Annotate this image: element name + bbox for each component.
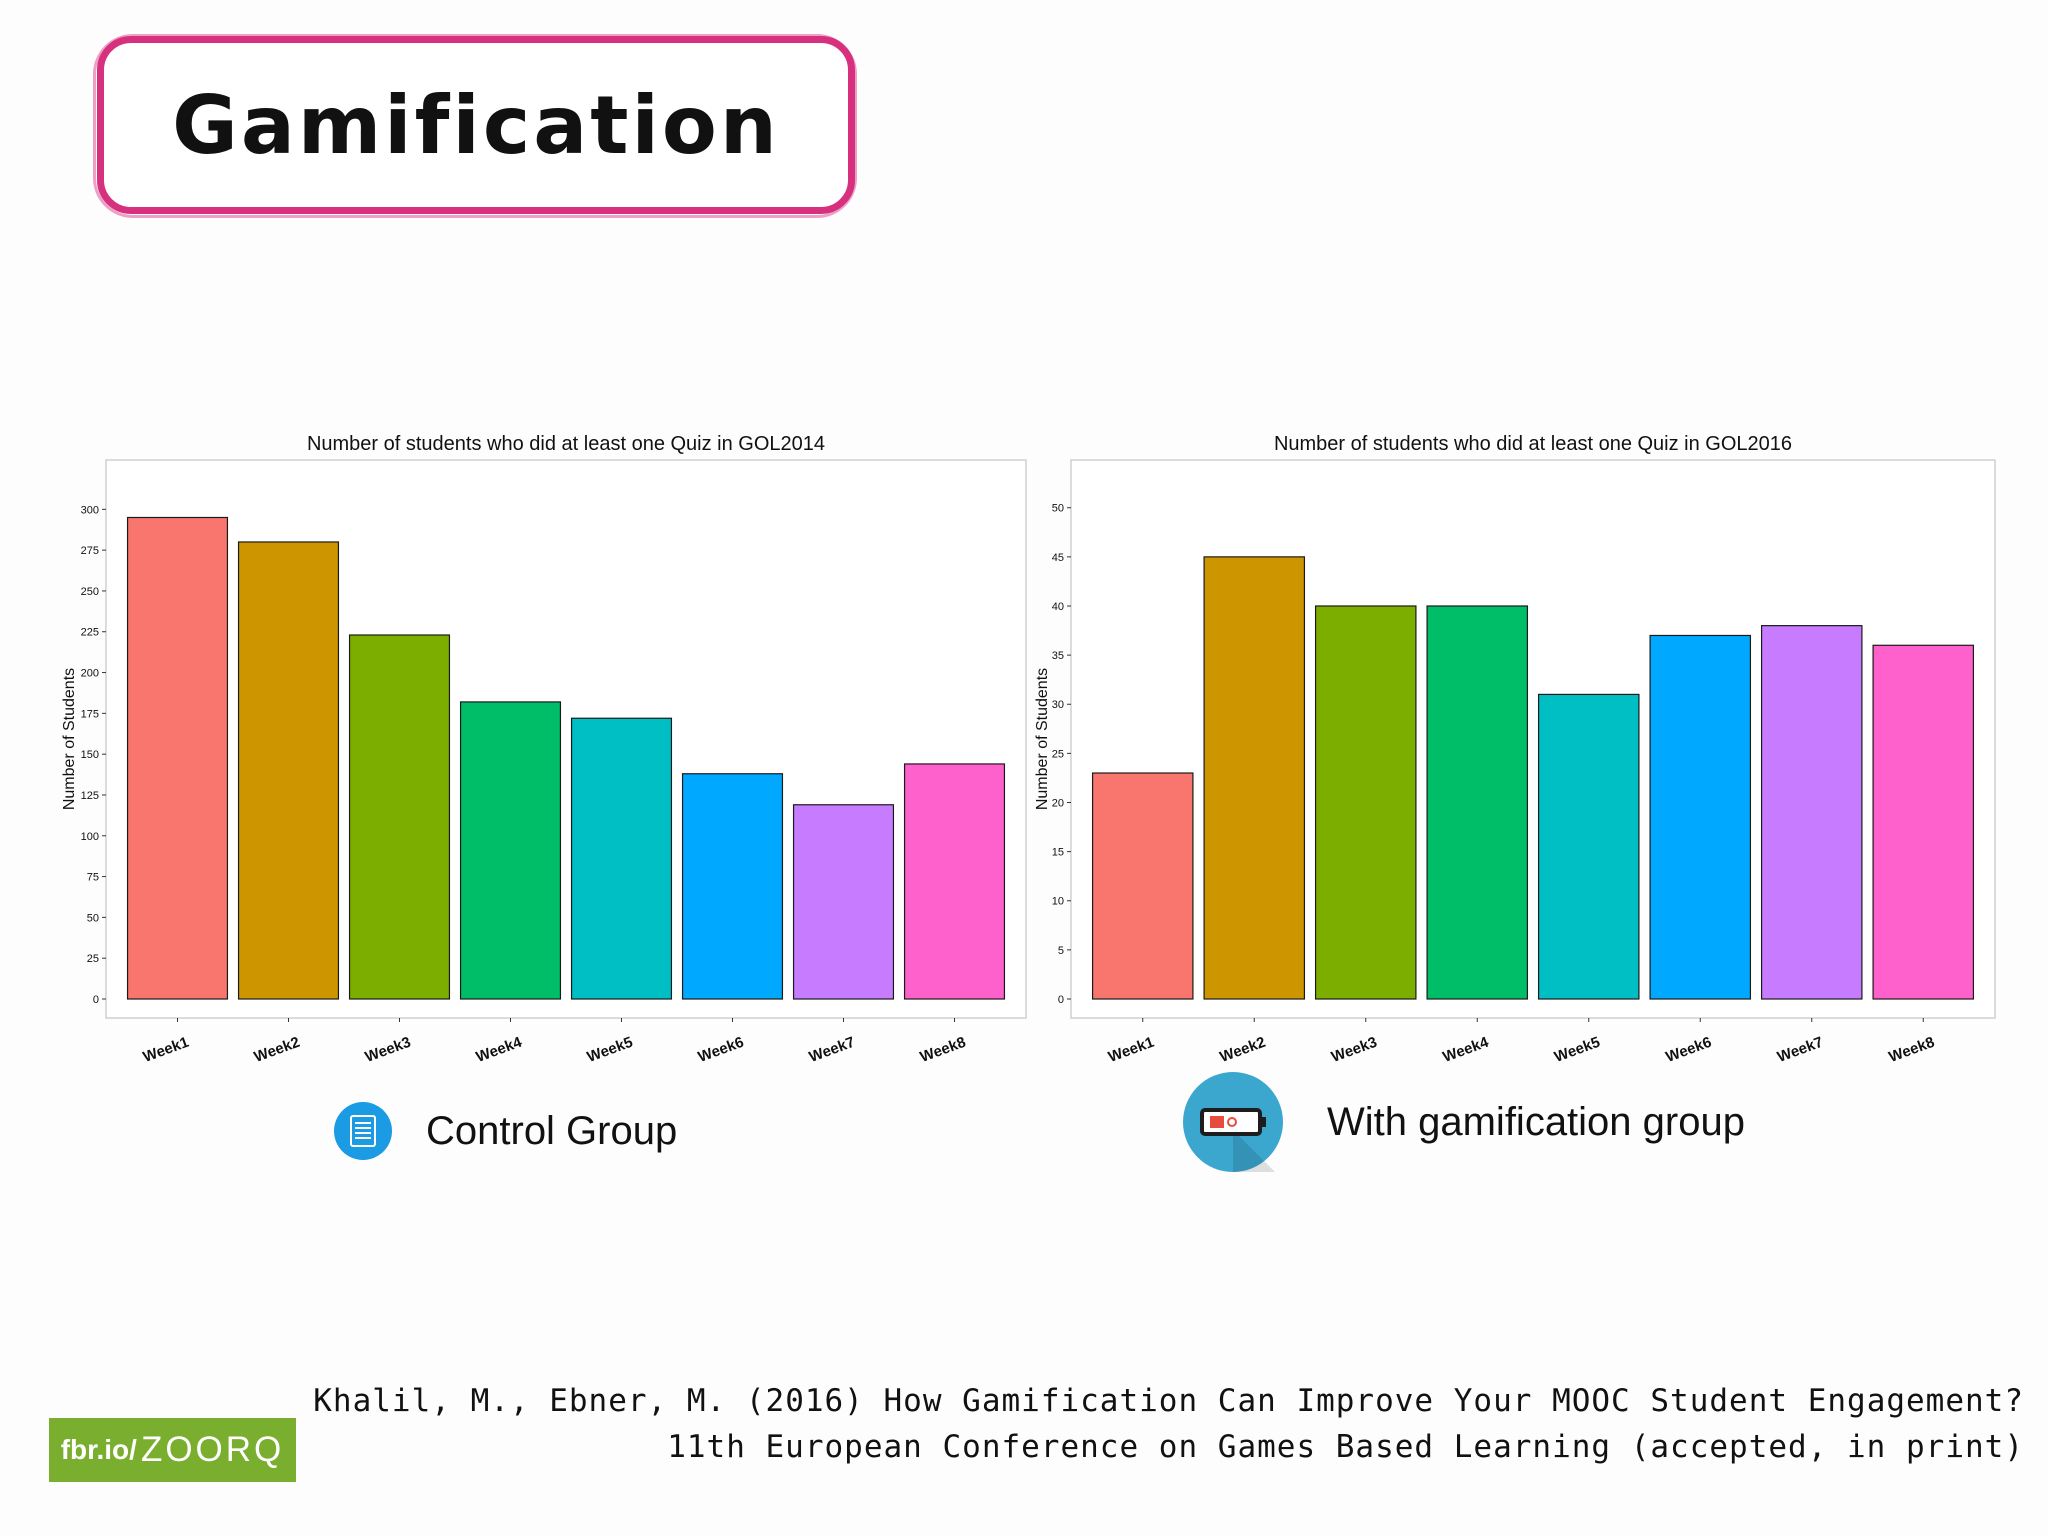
y-tick-label: 225	[81, 627, 99, 639]
y-tick-label: 0	[93, 994, 99, 1006]
bar-week1	[1091, 772, 1194, 1000]
y-tick-label: 50	[87, 912, 99, 924]
brand-prefix: fbr.io/	[60, 1434, 137, 1465]
x-tick-label: Week8	[918, 1034, 968, 1066]
y-tick-label: 10	[1052, 896, 1064, 908]
bar-week3	[1314, 605, 1417, 1000]
y-tick-label: 20	[1052, 797, 1064, 809]
battery-icon	[1183, 1072, 1283, 1172]
bar-week2	[237, 541, 340, 1000]
bar-week7	[1760, 625, 1863, 1000]
x-tick-label: Week1	[141, 1034, 191, 1066]
bar-week5	[1537, 693, 1640, 1000]
y-tick-label: 175	[81, 708, 99, 720]
bar-week6	[681, 773, 784, 1000]
y-tick-label: 50	[1052, 503, 1064, 515]
x-tick-label: Week3	[363, 1034, 413, 1066]
y-tick-label: 40	[1052, 601, 1064, 613]
x-tick-label: Week2	[252, 1034, 302, 1066]
bar-week4	[1426, 605, 1529, 1000]
y-axis-label: Number of Students	[61, 668, 78, 810]
x-tick-label: Week4	[474, 1033, 525, 1065]
bar-week4	[459, 701, 562, 1000]
x-tick-label: Week3	[1329, 1034, 1379, 1066]
legend-control-label: Control Group	[426, 1108, 678, 1153]
bar-week5	[570, 717, 673, 1000]
document-list-icon	[334, 1102, 392, 1160]
y-axis-label: Number of Students	[1034, 668, 1051, 810]
legend-gamification-label: With gamification group	[1327, 1099, 1745, 1144]
y-tick-label: 150	[81, 749, 99, 761]
y-tick-label: 300	[81, 504, 99, 516]
chart-title: Number of students who did at least one …	[307, 433, 825, 455]
y-tick-label: 35	[1052, 650, 1064, 662]
x-tick-label: Week7	[1775, 1034, 1825, 1066]
y-tick-label: 100	[81, 831, 99, 843]
x-tick-label: Week2	[1218, 1034, 1268, 1066]
x-tick-label: Week8	[1887, 1034, 1937, 1066]
bar-week1	[126, 516, 229, 1000]
brand-badge[interactable]: fbr.io/ ZOORQ	[49, 1418, 296, 1482]
chart-title: Number of students who did at least one …	[1274, 433, 1792, 455]
y-tick-label: 75	[87, 872, 99, 884]
chart-gol2016: Number of students who did at least one …	[1025, 430, 2025, 1070]
slide-title: Gamification	[172, 79, 780, 172]
y-tick-label: 0	[1058, 994, 1064, 1006]
y-tick-label: 25	[87, 953, 99, 965]
y-tick-label: 200	[81, 668, 99, 680]
bar-week2	[1203, 556, 1306, 1000]
bar-week8	[1872, 644, 1975, 1000]
x-tick-label: Week6	[696, 1034, 746, 1066]
brand-code: ZOORQ	[140, 1430, 285, 1469]
title-frame: Gamification	[93, 34, 857, 218]
chart-gol2014: Number of students who did at least one …	[50, 430, 1030, 1070]
x-tick-label: Week1	[1106, 1034, 1156, 1066]
bar-week8	[903, 763, 1006, 1000]
citation-line-1: Khalil, M., Ebner, M. (2016) How Gamific…	[313, 1383, 2024, 1419]
y-tick-label: 125	[81, 790, 99, 802]
citation: Khalil, M., Ebner, M. (2016) How Gamific…	[313, 1378, 2024, 1470]
y-tick-label: 250	[81, 586, 99, 598]
bar-week3	[348, 634, 451, 1000]
y-tick-label: 15	[1052, 847, 1064, 859]
y-tick-label: 5	[1058, 945, 1064, 957]
x-tick-label: Week4	[1441, 1033, 1492, 1065]
x-tick-label: Week5	[585, 1034, 635, 1066]
bar-week6	[1649, 634, 1752, 1000]
citation-line-2: 11th European Conference on Games Based …	[667, 1429, 2024, 1465]
legend-control-group: Control Group	[334, 1102, 677, 1160]
x-tick-label: Week5	[1552, 1034, 1602, 1066]
x-tick-label: Week6	[1664, 1034, 1714, 1066]
y-tick-label: 45	[1052, 552, 1064, 564]
x-tick-label: Week7	[807, 1034, 857, 1066]
y-tick-label: 25	[1052, 748, 1064, 760]
bar-week7	[792, 804, 895, 1000]
y-tick-label: 275	[81, 545, 99, 557]
y-tick-label: 30	[1052, 699, 1064, 711]
legend-gamification-group: With gamification group	[1183, 1072, 1745, 1172]
